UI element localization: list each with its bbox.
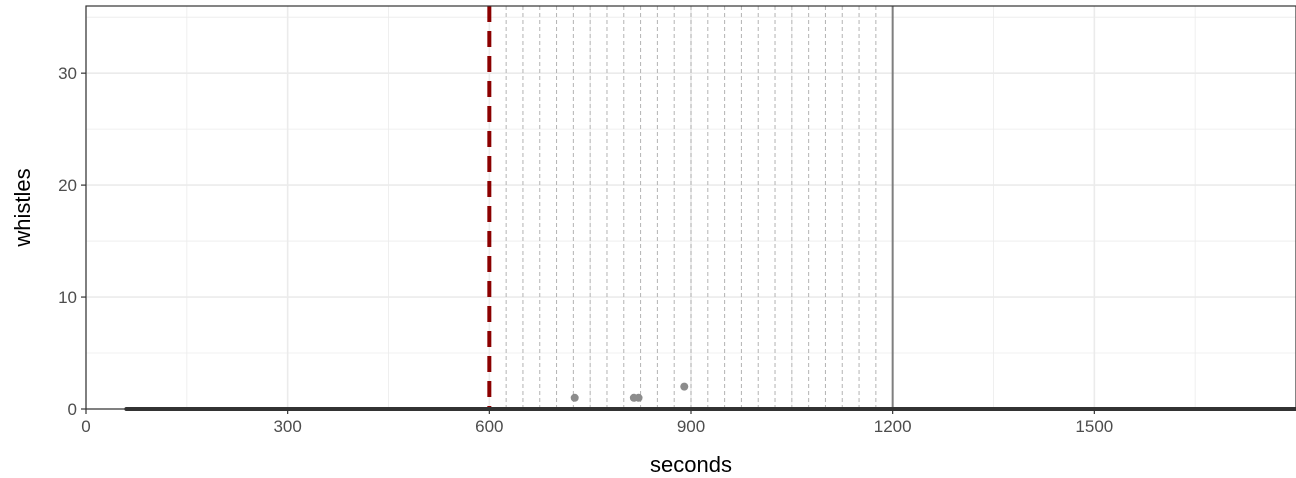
y-tick-label: 30 — [58, 64, 77, 83]
reference-lines — [487, 6, 894, 409]
y-axis-title: whistles — [10, 168, 35, 247]
x-tick-label: 1200 — [874, 417, 912, 436]
x-tick-label: 600 — [475, 417, 503, 436]
grid-layer — [85, 6, 1296, 410]
x-tick-label: 300 — [273, 417, 301, 436]
y-tick-label: 20 — [58, 176, 77, 195]
y-tick-label: 0 — [68, 400, 77, 419]
data-point — [680, 382, 689, 391]
data-point — [570, 393, 579, 402]
axis-layer: 0 300 600 900 1200 1500 0 10 20 30 — [58, 64, 1113, 436]
data-layer — [124, 382, 1296, 411]
y-tick-label: 10 — [58, 288, 77, 307]
data-point — [634, 393, 643, 402]
x-tick-label: 0 — [81, 417, 90, 436]
x-tick-label: 900 — [677, 417, 705, 436]
x-axis-title: seconds — [650, 452, 732, 477]
x-tick-label: 1500 — [1075, 417, 1113, 436]
